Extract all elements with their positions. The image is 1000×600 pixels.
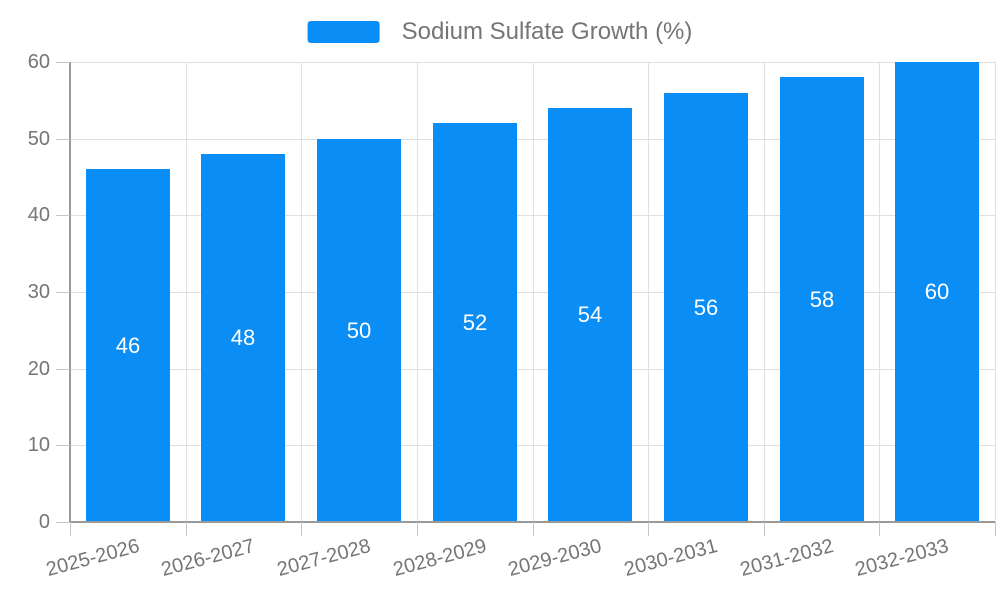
bar-value-label: 54 xyxy=(577,302,603,327)
h-gridline xyxy=(70,215,995,216)
y-axis-label: 20 xyxy=(27,358,50,380)
y-axis-tick xyxy=(56,215,70,216)
x-axis-line xyxy=(69,521,995,523)
bar[interactable]: 50 xyxy=(317,139,401,522)
bar-value-label: 56 xyxy=(693,294,719,320)
bar-value-label: 60 xyxy=(924,279,950,304)
bar[interactable]: 56 xyxy=(664,93,748,522)
h-gridline xyxy=(70,369,995,370)
bar-value-label: 58 xyxy=(809,286,835,312)
y-axis-tick xyxy=(56,369,70,370)
h-gridline xyxy=(70,445,995,446)
x-axis-tick xyxy=(70,522,71,536)
legend-label: Sodium Sulfate Growth (%) xyxy=(401,18,693,45)
legend[interactable]: Sodium Sulfate Growth (%) xyxy=(307,18,693,46)
y-axis-label: 10 xyxy=(27,434,50,456)
bar-value-label: 48 xyxy=(230,325,256,350)
x-axis-tick xyxy=(301,522,302,536)
v-gridline xyxy=(995,62,996,522)
y-axis-tick xyxy=(56,292,70,293)
bar[interactable]: 58 xyxy=(780,77,864,522)
v-gridline xyxy=(648,62,649,522)
h-gridline xyxy=(70,292,995,293)
bar[interactable]: 60 xyxy=(895,62,979,522)
v-gridline xyxy=(417,62,418,522)
bar-value-label: 52 xyxy=(462,309,488,335)
y-axis-tick xyxy=(56,62,70,63)
v-gridline xyxy=(533,62,534,522)
y-axis-label: 60 xyxy=(27,51,50,73)
v-gridline xyxy=(301,62,302,522)
y-axis-tick xyxy=(56,445,70,446)
y-axis-line xyxy=(69,62,71,522)
legend-swatch-icon xyxy=(307,21,380,43)
h-gridline xyxy=(70,139,995,140)
x-axis-tick xyxy=(648,522,649,536)
v-gridline xyxy=(879,62,880,522)
y-axis-label: 40 xyxy=(27,204,50,226)
x-axis-tick xyxy=(764,522,765,536)
x-axis-tick xyxy=(879,522,880,536)
x-axis-tick xyxy=(417,522,418,536)
bar[interactable]: 46 xyxy=(86,169,170,522)
bar[interactable]: 52 xyxy=(433,123,517,522)
v-gridline xyxy=(186,62,187,522)
v-gridline xyxy=(764,62,765,522)
bar[interactable]: 48 xyxy=(201,154,285,522)
y-axis-tick xyxy=(56,522,70,523)
x-axis-tick xyxy=(186,522,187,536)
x-axis-tick xyxy=(533,522,534,536)
y-axis-tick xyxy=(56,139,70,140)
x-axis-tick xyxy=(995,522,996,536)
bar[interactable]: 54 xyxy=(548,108,632,522)
h-gridline xyxy=(70,62,995,63)
y-axis-label: 50 xyxy=(27,128,50,150)
bar-value-label: 50 xyxy=(346,317,372,343)
y-axis-label: 30 xyxy=(27,281,50,303)
y-axis-label: 0 xyxy=(38,511,50,533)
bar-value-label: 46 xyxy=(115,332,141,358)
